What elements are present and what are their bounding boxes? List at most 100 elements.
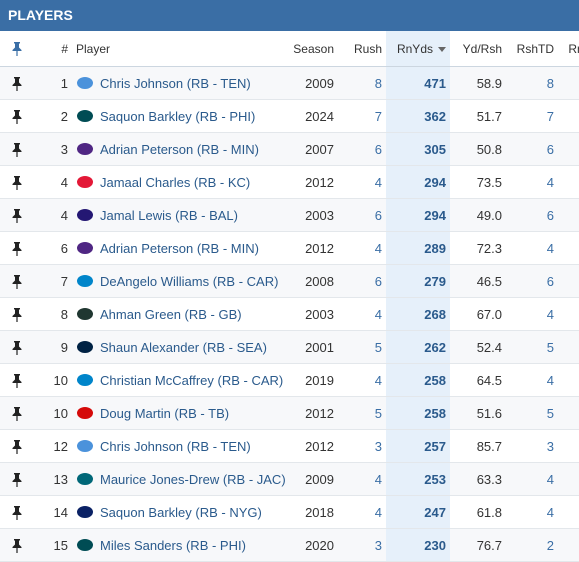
rnyds-cell: 471 <box>386 66 450 100</box>
rnyds-cell: 258 <box>386 363 450 397</box>
rshtd-cell: 6 <box>506 264 558 298</box>
eagles-logo-icon <box>76 109 94 123</box>
col-header-player[interactable]: Player <box>72 31 280 67</box>
pin-row-button[interactable] <box>0 198 34 232</box>
player-cell: Ahman Green (RB - GB) <box>72 297 280 331</box>
rank-cell: 13 <box>34 462 72 496</box>
pin-icon <box>11 76 23 91</box>
season-cell: 2001 <box>280 330 338 364</box>
player-cell: Shaun Alexander (RB - SEA) <box>72 330 280 364</box>
pin-row-button[interactable] <box>0 231 34 265</box>
rank-cell: 7 <box>34 264 72 298</box>
rush-cell: 5 <box>338 396 386 430</box>
player-link[interactable]: Doug Martin (RB - TB) <box>100 405 230 421</box>
ydrsh-cell: 72.3 <box>450 231 506 265</box>
ravens-logo-icon <box>76 208 94 222</box>
rnlg-cell: 82 <box>558 528 579 562</box>
player-link[interactable]: Shaun Alexander (RB - SEA) <box>100 339 267 355</box>
player-link[interactable]: Miles Sanders (RB - PHI) <box>100 537 246 553</box>
player-link[interactable]: Jamal Lewis (RB - BAL) <box>100 207 238 223</box>
jaguars-logo-icon <box>76 472 94 486</box>
pin-row-button[interactable] <box>0 99 34 133</box>
rnlg-cell: 91 <box>558 66 579 100</box>
rush-cell: 3 <box>338 528 386 562</box>
pin-row-button[interactable] <box>0 132 34 166</box>
rshtd-cell: 4 <box>506 495 558 529</box>
rshtd-cell: 5 <box>506 396 558 430</box>
pin-row-button[interactable] <box>0 330 34 364</box>
rank-cell: 6 <box>34 231 72 265</box>
pin-icon <box>11 472 23 487</box>
pin-icon <box>11 373 23 388</box>
rnyds-cell: 294 <box>386 198 450 232</box>
player-cell: Miles Sanders (RB - PHI) <box>72 528 280 562</box>
rshtd-cell: 6 <box>506 132 558 166</box>
player-link[interactable]: Jamaal Charles (RB - KC) <box>100 174 251 190</box>
ydrsh-cell: 64.5 <box>450 363 506 397</box>
player-link[interactable]: Christian McCaffrey (RB - CAR) <box>100 372 284 388</box>
player-link[interactable]: Chris Johnson (RB - TEN) <box>100 438 251 454</box>
rush-cell: 4 <box>338 495 386 529</box>
player-link[interactable]: Adrian Peterson (RB - MIN) <box>100 240 259 256</box>
giants-logo-icon <box>76 505 94 519</box>
pin-row-button[interactable] <box>0 429 34 463</box>
rank-cell: 4 <box>34 165 72 199</box>
player-link[interactable]: Chris Johnson (RB - TEN) <box>100 75 251 91</box>
pin-row-button[interactable] <box>0 462 34 496</box>
rush-cell: 6 <box>338 264 386 298</box>
pin-row-button[interactable] <box>0 495 34 529</box>
player-link[interactable]: Saquon Barkley (RB - PHI) <box>100 108 256 124</box>
rush-cell: 6 <box>338 198 386 232</box>
col-header-ydrsh[interactable]: Yd/Rsh <box>450 31 506 67</box>
rshtd-cell: 7 <box>506 99 558 133</box>
pin-row-button[interactable] <box>0 264 34 298</box>
col-header-rnlg[interactable]: RnLg <box>558 31 579 67</box>
col-header-rank[interactable]: # <box>34 31 72 67</box>
rnyds-cell: 362 <box>386 99 450 133</box>
table-row: 3 Adrian Peterson (RB - MIN) 2007 6 305 50.8 6… <box>0 132 579 166</box>
ydrsh-cell: 73.5 <box>450 165 506 199</box>
pin-row-button[interactable] <box>0 528 34 562</box>
player-link[interactable]: Saquon Barkley (RB - NYG) <box>100 504 262 520</box>
player-link[interactable]: Adrian Peterson (RB - MIN) <box>100 141 259 157</box>
player-link[interactable]: Ahman Green (RB - GB) <box>100 306 242 322</box>
col-header-rshtd[interactable]: RshTD <box>506 31 558 67</box>
rnyds-cell: 289 <box>386 231 450 265</box>
rnyds-cell: 257 <box>386 429 450 463</box>
pin-column-header[interactable] <box>0 31 34 67</box>
chiefs-logo-icon <box>76 175 94 189</box>
season-cell: 2009 <box>280 66 338 100</box>
rshtd-cell: 4 <box>506 363 558 397</box>
rnyds-cell: 305 <box>386 132 450 166</box>
rush-cell: 6 <box>338 132 386 166</box>
player-cell: Saquon Barkley (RB - PHI) <box>72 99 280 133</box>
table-row: 7 DeAngelo Williams (RB - CAR) 2008 6 279 46.… <box>0 264 579 298</box>
rshtd-cell: 3 <box>506 429 558 463</box>
player-cell: Saquon Barkley (RB - NYG) <box>72 495 280 529</box>
pin-icon <box>11 175 23 190</box>
season-cell: 2009 <box>280 462 338 496</box>
pin-icon <box>11 208 23 223</box>
ydrsh-cell: 85.7 <box>450 429 506 463</box>
pin-row-button[interactable] <box>0 396 34 430</box>
player-link[interactable]: DeAngelo Williams (RB - CAR) <box>100 273 279 289</box>
rshtd-cell: 4 <box>506 231 558 265</box>
col-header-season[interactable]: Season <box>280 31 338 67</box>
col-header-rnyds[interactable]: RnYds <box>386 31 450 67</box>
player-cell: Christian McCaffrey (RB - CAR) <box>72 363 284 397</box>
pin-row-button[interactable] <box>0 297 34 331</box>
pin-icon <box>11 274 23 289</box>
rush-cell: 4 <box>338 363 386 397</box>
pin-icon <box>11 41 23 56</box>
col-header-rush[interactable]: Rush <box>338 31 386 67</box>
pin-icon <box>11 439 23 454</box>
pin-row-button[interactable] <box>0 363 34 397</box>
pin-row-button[interactable] <box>0 66 34 100</box>
ydrsh-cell: 52.4 <box>450 330 506 364</box>
season-cell: 2012 <box>280 429 338 463</box>
player-link[interactable]: Maurice Jones-Drew (RB - JAC) <box>100 471 286 487</box>
rush-cell: 4 <box>338 297 386 331</box>
pin-row-button[interactable] <box>0 165 34 199</box>
